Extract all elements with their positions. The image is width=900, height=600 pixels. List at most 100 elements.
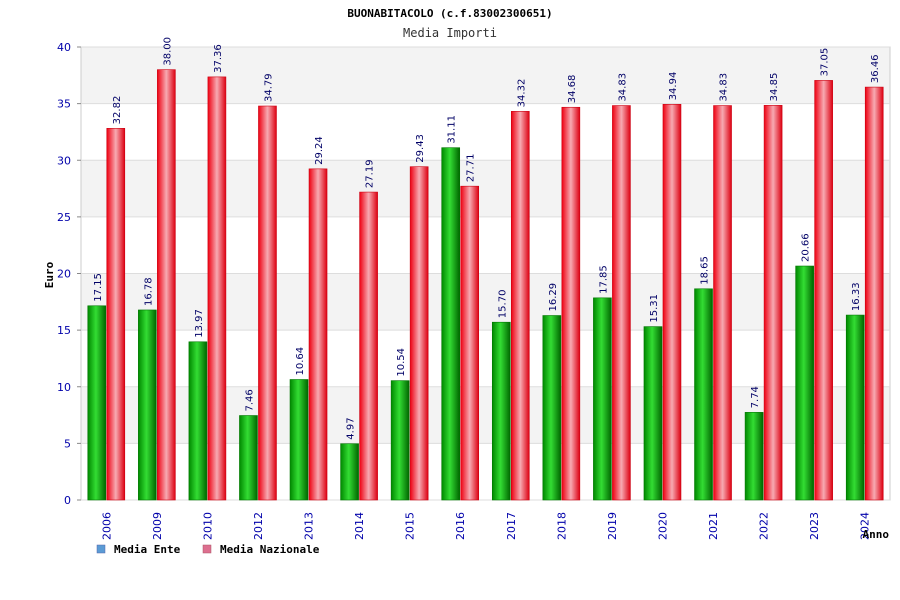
y-tick-label: 15 — [57, 324, 71, 337]
data-label-media-ente: 17.15 — [93, 273, 104, 302]
y-tick-label: 10 — [57, 381, 71, 394]
bar-media-nazionale — [106, 128, 126, 501]
data-label-media-nazionale: 27.19 — [365, 159, 376, 188]
data-labels: 17.15 32.82 16.78 38.00 13.97 37.36 7.46 34.79 1… — [93, 37, 881, 440]
x-tick-label: 2015 — [404, 512, 417, 540]
data-label-media-ente: 16.78 — [143, 277, 154, 306]
y-tick-label: 0 — [64, 494, 71, 507]
data-label-media-nazionale: 34.32 — [516, 79, 527, 108]
bar-media-ente — [491, 321, 511, 501]
x-tick-label: 2023 — [808, 512, 821, 540]
data-label-media-nazionale: 29.24 — [314, 136, 325, 165]
data-label-media-nazionale: 27.71 — [466, 154, 477, 183]
y-tick-label: 40 — [57, 41, 71, 54]
bar-media-nazionale — [510, 111, 530, 501]
x-tick-label: 2006 — [100, 512, 113, 540]
bar-media-nazionale — [612, 105, 631, 501]
x-tick-label: 2013 — [303, 512, 316, 540]
y-tick-label: 5 — [64, 437, 71, 450]
legend-swatch-media-nazionale — [202, 544, 212, 554]
data-label-media-nazionale: 37.36 — [213, 44, 224, 73]
data-label-media-ente: 13.97 — [194, 309, 205, 338]
bar-media-nazionale — [308, 168, 328, 501]
data-label-media-ente: 18.65 — [700, 256, 711, 285]
bar-media-nazionale — [157, 69, 176, 501]
bar-media-nazionale — [359, 191, 378, 501]
data-label-media-nazionale: 32.82 — [112, 96, 123, 125]
x-tick-label: 2020 — [656, 512, 669, 540]
data-label-media-ente: 17.85 — [598, 265, 609, 294]
data-label-media-ente: 7.74 — [750, 386, 761, 408]
bar-media-nazionale — [864, 86, 884, 501]
x-axis-ticks: 2006 2009 2010 2012 2013 2014 2015 2016 2017 2018… — [100, 512, 871, 540]
legend-label-media-nazionale: Media Nazionale — [220, 543, 320, 556]
legend-swatch-media-ente — [96, 544, 106, 554]
bar-media-ente — [593, 297, 612, 501]
data-label-media-nazionale: 34.85 — [769, 73, 780, 102]
bar-media-nazionale — [258, 105, 277, 501]
data-label-media-ente: 16.33 — [851, 282, 862, 311]
data-label-media-ente: 7.46 — [244, 389, 255, 411]
bar-media-nazionale — [763, 105, 783, 501]
data-label-media-nazionale: 38.00 — [162, 37, 173, 66]
data-label-media-nazionale: 29.43 — [415, 134, 426, 163]
y-axis-label: Euro — [43, 261, 56, 288]
data-label-media-ente: 16.29 — [548, 283, 559, 312]
x-tick-label: 2010 — [201, 512, 214, 540]
data-label-media-ente: 20.66 — [801, 233, 812, 262]
x-tick-label: 2024 — [859, 512, 872, 540]
bar-media-nazionale — [561, 106, 581, 501]
data-label-media-nazionale: 34.94 — [668, 72, 679, 101]
x-tick-label: 2017 — [505, 512, 518, 540]
legend: Media Ente Media Nazionale — [96, 543, 320, 556]
x-tick-label: 2018 — [555, 512, 568, 540]
bar-media-ente — [845, 314, 865, 501]
x-tick-label: 2012 — [252, 512, 265, 540]
data-label-media-ente: 10.64 — [295, 347, 306, 376]
bar-media-ente — [87, 305, 107, 501]
data-label-media-nazionale: 34.79 — [263, 73, 274, 102]
bar-media-nazionale — [713, 105, 732, 501]
x-tick-label: 2019 — [606, 512, 619, 540]
chart-title: BUONABITACOLO (c.f.83002300651) — [347, 7, 552, 20]
bar-media-ente — [239, 415, 258, 501]
bar-media-ente — [441, 147, 461, 501]
bar-media-nazionale — [409, 166, 429, 501]
data-label-media-nazionale: 37.05 — [820, 48, 831, 77]
y-tick-label: 35 — [57, 98, 71, 111]
bar-media-ente — [340, 443, 359, 501]
x-tick-label: 2022 — [758, 512, 771, 540]
data-label-media-nazionale: 36.46 — [870, 54, 881, 83]
bar-media-nazionale — [207, 76, 227, 501]
x-tick-label: 2014 — [353, 512, 366, 540]
x-tick-label: 2021 — [707, 512, 720, 540]
bar-media-nazionale — [460, 185, 480, 501]
bars — [87, 69, 884, 501]
data-label-media-nazionale: 34.83 — [719, 73, 730, 102]
bar-media-nazionale — [814, 80, 833, 501]
x-tick-label: 2016 — [454, 512, 467, 540]
bar-media-nazionale — [662, 104, 682, 501]
data-label-media-ente: 15.70 — [497, 290, 508, 319]
bar-media-ente — [542, 315, 562, 501]
bar-media-ente — [138, 309, 157, 501]
bar-media-ente — [744, 412, 764, 501]
chart-subtitle: Media Importi — [403, 26, 497, 40]
legend-label-media-ente: Media Ente — [114, 543, 181, 556]
x-tick-label: 2009 — [151, 512, 164, 540]
y-tick-label: 25 — [57, 211, 71, 224]
bar-media-ente — [795, 265, 814, 501]
bar-media-ente — [643, 326, 663, 501]
data-label-media-ente: 4.97 — [346, 417, 357, 439]
x-axis-label: Anno — [863, 528, 890, 541]
data-label-media-ente: 31.11 — [447, 115, 458, 144]
data-label-media-nazionale: 34.68 — [567, 75, 578, 104]
data-label-media-ente: 10.54 — [396, 348, 407, 377]
bar-media-ente — [188, 341, 208, 501]
data-label-media-nazionale: 34.83 — [617, 73, 628, 102]
data-label-media-ente: 15.31 — [649, 294, 660, 323]
bar-media-ente — [390, 380, 410, 501]
bar-media-ente — [694, 288, 713, 501]
y-tick-label: 20 — [57, 268, 71, 281]
